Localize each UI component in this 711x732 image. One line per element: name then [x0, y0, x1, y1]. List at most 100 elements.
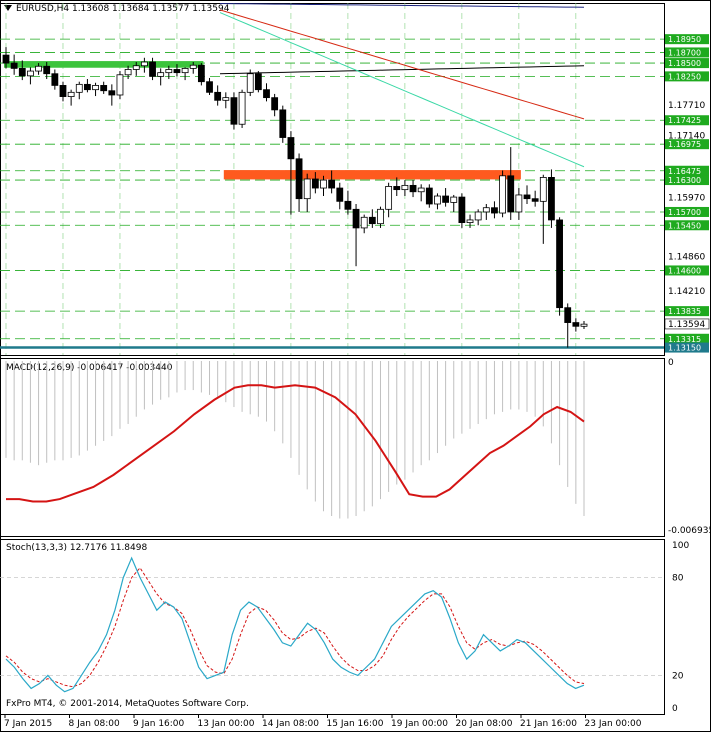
price-label: 1.18950 — [668, 35, 701, 44]
price-label-box — [665, 333, 709, 344]
moving-average-line — [219, 65, 585, 75]
panel-frame — [0, 358, 665, 537]
panel-frame — [0, 539, 665, 715]
price-label-box — [665, 139, 709, 150]
candle-body — [165, 69, 173, 74]
candle-body — [442, 195, 450, 203]
price-label-box — [665, 206, 709, 217]
price-label: 1.16975 — [668, 140, 701, 149]
candle-body — [385, 186, 393, 210]
candle-body — [197, 64, 205, 83]
price-label-box — [665, 115, 709, 126]
candle-body — [254, 73, 262, 91]
zone-rect — [223, 170, 521, 180]
candle-body — [271, 97, 279, 111]
price-label: 1.18250 — [668, 72, 701, 81]
x-tick-label: 19 Jan 00:00 — [391, 719, 448, 729]
price-label: 1.13315 — [668, 335, 701, 344]
candle-body — [336, 187, 344, 202]
price-label-box — [665, 47, 709, 58]
price-label-box — [665, 306, 709, 317]
candle-body — [474, 211, 482, 221]
candle-body — [263, 89, 270, 99]
candle-body — [75, 83, 83, 93]
candle-body — [507, 175, 515, 213]
candle-body — [116, 74, 124, 96]
zone-rect — [4, 61, 204, 68]
x-tick-label: 8 Jan 08:00 — [69, 719, 121, 729]
candle-body — [352, 208, 360, 229]
x-tick-label: 15 Jan 16:00 — [327, 719, 384, 729]
candle-body — [140, 61, 148, 67]
moving-average-line — [219, 3, 585, 8]
macd-signal-line — [6, 384, 585, 503]
price-label: 1.17425 — [668, 116, 701, 125]
candle-body — [393, 186, 401, 191]
price-label-box — [665, 34, 709, 45]
macd-tick-label: 0 — [668, 358, 674, 368]
candle-body — [84, 83, 91, 91]
price-label: 1.13150 — [668, 344, 701, 353]
candle-body — [344, 200, 352, 210]
candle-body — [295, 158, 303, 200]
candle-body — [572, 322, 580, 327]
candle-body — [238, 91, 246, 125]
candle-body — [173, 69, 181, 74]
candle-body — [287, 137, 295, 160]
x-tick-label: 9 Jan 16:00 — [133, 719, 185, 729]
candle-body — [67, 91, 75, 97]
copyright-label: FxPro MT4, © 2001-2014, MetaQuotes Softw… — [6, 699, 249, 709]
moving-average-line — [219, 9, 585, 120]
candle-body — [499, 175, 506, 214]
price-tick-label: 1.15970 — [668, 194, 705, 204]
candle-body — [43, 65, 51, 75]
candle-body — [132, 65, 140, 70]
candle-body — [531, 198, 539, 202]
candle-body — [92, 85, 99, 91]
candle-body — [230, 97, 238, 125]
candle-body — [368, 216, 376, 225]
x-tick-label: 21 Jan 16:00 — [520, 719, 577, 729]
price-label-box — [665, 265, 709, 276]
price-label-box — [665, 220, 709, 231]
candle-body — [491, 207, 498, 214]
candle-body — [222, 97, 230, 101]
price-label: 1.16475 — [668, 167, 701, 176]
stoch-signal-line — [5, 566, 585, 688]
macd-header: MACD(12,26,9) -0.006417 -0.003440 — [6, 363, 173, 373]
candle-body — [401, 184, 409, 191]
price-label: 1.16300 — [668, 176, 701, 185]
candle-body — [450, 196, 458, 203]
price-tick-label: 1.14210 — [668, 287, 705, 297]
candle-body — [417, 187, 425, 193]
candle-body — [515, 194, 523, 213]
candle-body — [181, 68, 189, 74]
candle-body — [206, 81, 213, 93]
collapse-icon[interactable] — [4, 5, 12, 11]
candle-body — [35, 65, 42, 72]
x-tick-label: 20 Jan 08:00 — [456, 719, 513, 729]
macd-tick-label: -0.006935 — [668, 526, 711, 536]
candle-body — [2, 54, 10, 64]
price-label: 1.15450 — [668, 221, 701, 230]
x-tick-label: 23 Jan 00:00 — [585, 719, 642, 729]
symbol-header: EURUSD,H4 1.13608 1.13684 1.13577 1.1359… — [16, 4, 230, 14]
candle-body — [124, 69, 132, 76]
candle-body — [279, 109, 287, 138]
candle-body — [466, 219, 474, 224]
candle-body — [27, 70, 34, 77]
candle-body — [311, 178, 319, 189]
candle-body — [482, 207, 490, 213]
price-label-box — [665, 342, 709, 353]
candle-body — [377, 208, 384, 225]
current-price-box — [664, 318, 710, 330]
candle-body — [523, 194, 531, 200]
candle-body — [59, 85, 67, 97]
candle-body — [434, 195, 441, 205]
x-tick-label: 7 Jan 2015 — [4, 719, 52, 729]
candle-body — [108, 90, 116, 96]
candle-body — [425, 187, 433, 205]
price-label-box — [665, 175, 709, 186]
moving-average-line — [219, 12, 585, 168]
